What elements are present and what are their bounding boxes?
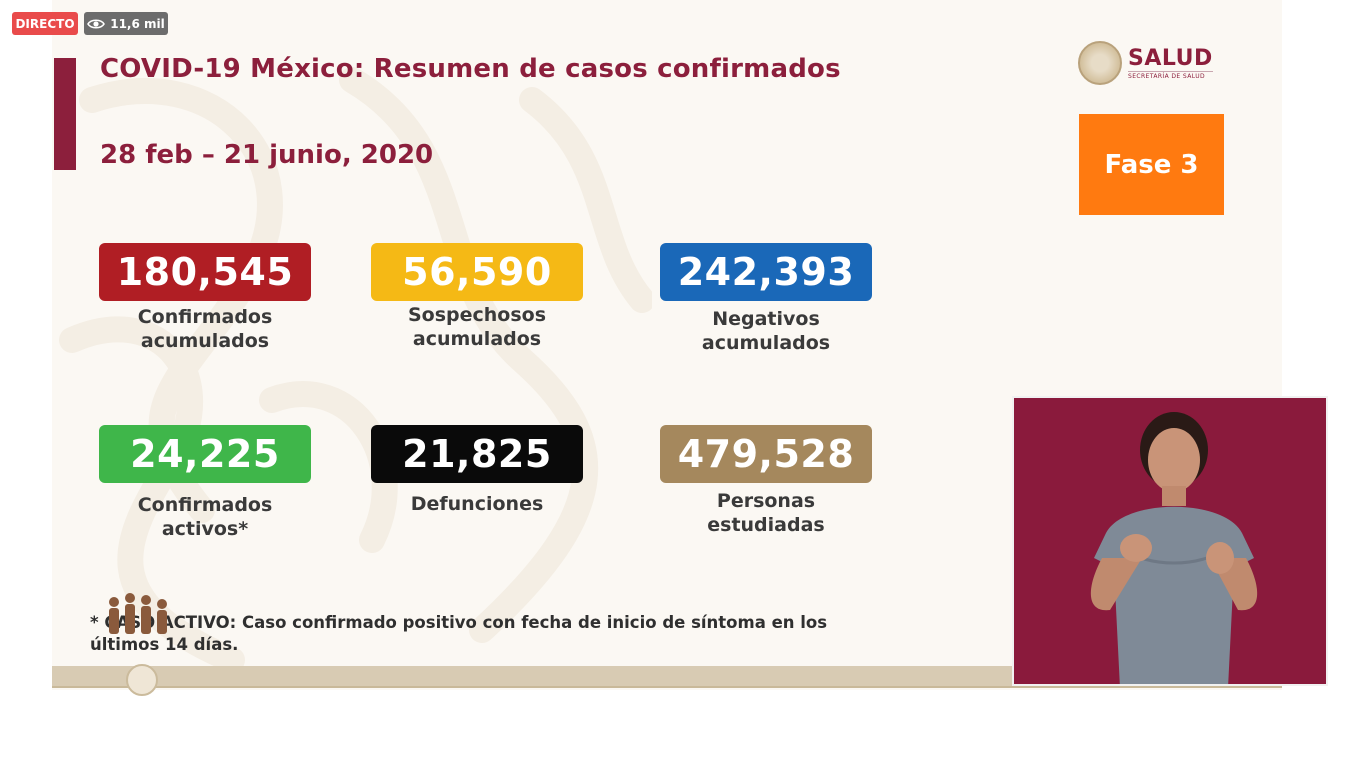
live-badge: DIRECTO [12, 12, 78, 35]
label-negativos-acumulados: Negativos acumulados [701, 308, 831, 354]
slide-title: COVID-19 México: Resumen de casos confir… [100, 54, 841, 84]
date-range: 28 feb – 21 junio, 2020 [100, 140, 434, 170]
label-defunciones: Defunciones [410, 493, 544, 515]
stat-negativos-acumulados: 242,393 [660, 243, 872, 301]
bottom-band [52, 666, 1012, 688]
views-badge: 11,6 mil [84, 12, 168, 35]
views-count: 11,6 mil [110, 16, 165, 31]
eye-icon [87, 18, 106, 29]
logo-name: SALUD [1128, 45, 1213, 71]
interpreter-figure-icon [1090, 412, 1258, 684]
label-confirmados-acumulados: Confirmados acumulados [137, 306, 273, 352]
bottom-seal-icon [126, 664, 158, 696]
stat-personas-estudiadas: 479,528 [660, 425, 872, 483]
stat-defunciones: 21,825 [371, 425, 583, 483]
stat-sospechosos-acumulados: 56,590 [371, 243, 583, 301]
label-personas-estudiadas: Personas estudiadas [707, 490, 825, 536]
label-confirmados-activos: Confirmados activos* [137, 494, 273, 540]
seal-icon [1078, 41, 1122, 85]
footnote: * CASO ACTIVO: Caso confirmado positivo … [90, 613, 828, 654]
people-illustration-icon [109, 593, 167, 634]
background-pattern [59, 67, 652, 673]
slide [52, 0, 1282, 690]
title-accent-bar [54, 58, 76, 170]
bottom-divider [52, 686, 1282, 688]
logo-subtitle: SECRETARÍA DE SALUD [1128, 70, 1213, 80]
stat-confirmados-acumulados: 180,545 [99, 243, 311, 301]
sign-language-interpreter [1012, 396, 1328, 686]
label-sospechosos-acumulados: Sospechosos acumulados [407, 304, 547, 350]
phase-badge: Fase 3 [1079, 114, 1224, 215]
stat-confirmados-activos: 24,225 [99, 425, 311, 483]
salud-logo: SALUD SECRETARÍA DE SALUD [1078, 40, 1228, 86]
